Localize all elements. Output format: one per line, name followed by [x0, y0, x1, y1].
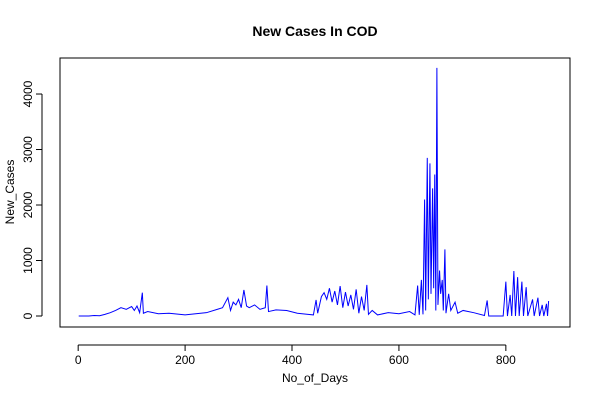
y-tick-label: 4000 — [21, 80, 35, 107]
line — [78, 67, 550, 317]
x-tick-label: 600 — [389, 353, 409, 367]
y-tick-label: 1000 — [21, 247, 35, 274]
x-tick-label: 0 — [75, 353, 82, 367]
x-tick-label: 400 — [282, 353, 302, 367]
y-axis-label: New_Cases — [3, 160, 17, 225]
chart-title: New Cases In COD — [252, 23, 377, 39]
plot-box — [59, 57, 571, 328]
x-axis-label: No_of_Days — [282, 371, 348, 385]
y-tick-label: 2000 — [21, 191, 35, 218]
y-tick-label: 3000 — [21, 136, 35, 163]
y-tick-label: 0 — [21, 312, 35, 319]
x-tick-label: 800 — [496, 353, 516, 367]
x-tick-label: 200 — [175, 353, 195, 367]
